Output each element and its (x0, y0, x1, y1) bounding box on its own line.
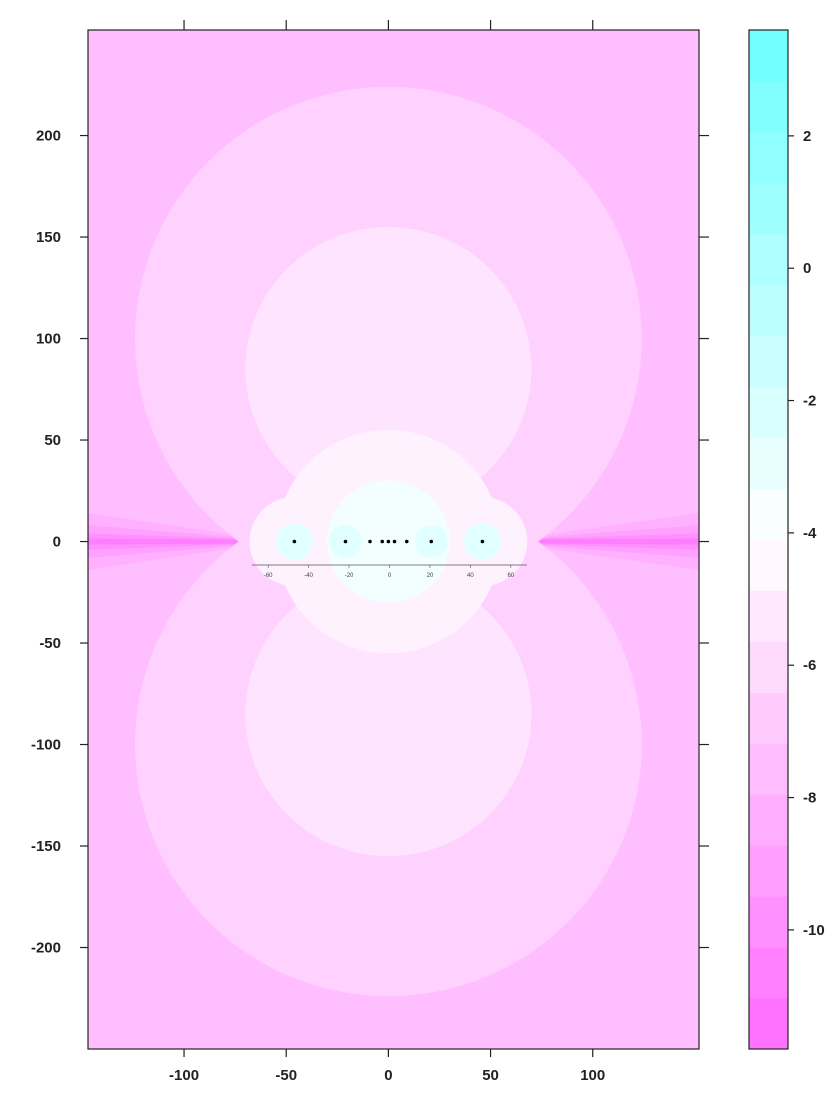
colorbar-tick-label-6: -10 (803, 922, 825, 939)
colorbar-band-17 (749, 131, 788, 184)
colorbar-band-1 (749, 947, 788, 999)
colorbar-tick-label-4: -6 (803, 657, 816, 674)
colorbar-band-0 (749, 998, 788, 1050)
colorbar-tick-label-2: -2 (803, 393, 816, 410)
colorbar-tick-label-1: 0 (803, 260, 811, 277)
colorbar-band-12 (749, 386, 788, 439)
colorbar-frame (748, 29, 789, 1050)
inset-tick-label-1: -40 (304, 573, 313, 579)
colorbar-band-3 (749, 845, 788, 897)
y-tick-label-0: 200 (36, 128, 61, 145)
inset-tick-label-4: 20 (427, 573, 434, 579)
y-tick-label-3: 50 (44, 432, 61, 449)
y-tick-label-6: -100 (31, 737, 61, 754)
colorbar-band-14 (749, 284, 788, 337)
source-point-5 (392, 539, 397, 544)
colorbar-band-7 (749, 641, 788, 693)
x-tick-label-1: -50 (275, 1067, 297, 1084)
colorbar-band-6 (749, 692, 788, 744)
inset-tick-label-5: 40 (467, 573, 474, 579)
inset-tick-label-6: 60 (507, 573, 514, 579)
colorbar-tick-label-3: -4 (803, 525, 817, 542)
source-point-4 (386, 539, 391, 544)
contour-lobe-1-lower (245, 571, 532, 857)
source-points (292, 539, 485, 544)
y-tick-label-5: -50 (39, 635, 61, 652)
inset-tick-label-3: 0 (388, 573, 392, 579)
source-point-2 (368, 539, 372, 544)
colorbar-band-2 (749, 896, 788, 948)
colorbar-band-19 (749, 30, 788, 82)
x-tick-label-2: 0 (384, 1067, 392, 1084)
contour-lobe-1-upper (245, 226, 532, 512)
y-tick-label-4: 0 (53, 534, 61, 551)
x-tick-label-0: -100 (169, 1067, 199, 1084)
source-point-3 (380, 539, 385, 544)
inset-axis: -60 -40 -20 0 20 40 60 (252, 564, 527, 579)
x-tick-label-4: 100 (580, 1067, 605, 1084)
colorbar-band-4 (749, 794, 788, 846)
colorbar-band-5 (749, 743, 788, 795)
x-tick-label-3: 50 (482, 1067, 499, 1084)
colorbar-band-18 (749, 80, 788, 133)
colorbar-band-11 (749, 437, 788, 490)
inset-tick-label-2: -20 (345, 573, 354, 579)
source-point-6 (404, 539, 409, 544)
y-tick-label-2: 100 (36, 331, 61, 348)
source-point-0 (292, 539, 297, 544)
y-tick-label-8: -200 (31, 940, 61, 957)
y-tick-label-7: -150 (31, 838, 61, 855)
source-point-1 (343, 539, 348, 544)
colorbar-band-10 (749, 488, 788, 540)
x-axis: -100 -50 0 50 100 (169, 20, 605, 1084)
colorbar-band-9 (749, 539, 788, 591)
plot-area (88, 30, 699, 1049)
colorbar-tick-label-0: 2 (803, 128, 811, 145)
colorbar-band-8 (749, 590, 788, 642)
colorbar-band-16 (749, 182, 788, 235)
colorbar-band-15 (749, 233, 788, 286)
colorbar: 2 0 -2 -4 -6 -8 -10 (748, 29, 825, 1050)
inset-tick-label-0: -60 (264, 573, 273, 579)
y-tick-label-1: 150 (36, 229, 61, 246)
source-point-8 (480, 539, 485, 544)
colorbar-band-13 (749, 335, 788, 388)
plot-frame (87, 29, 700, 1050)
colorbar-tick-label-5: -8 (803, 790, 816, 807)
source-point-7 (429, 539, 434, 544)
